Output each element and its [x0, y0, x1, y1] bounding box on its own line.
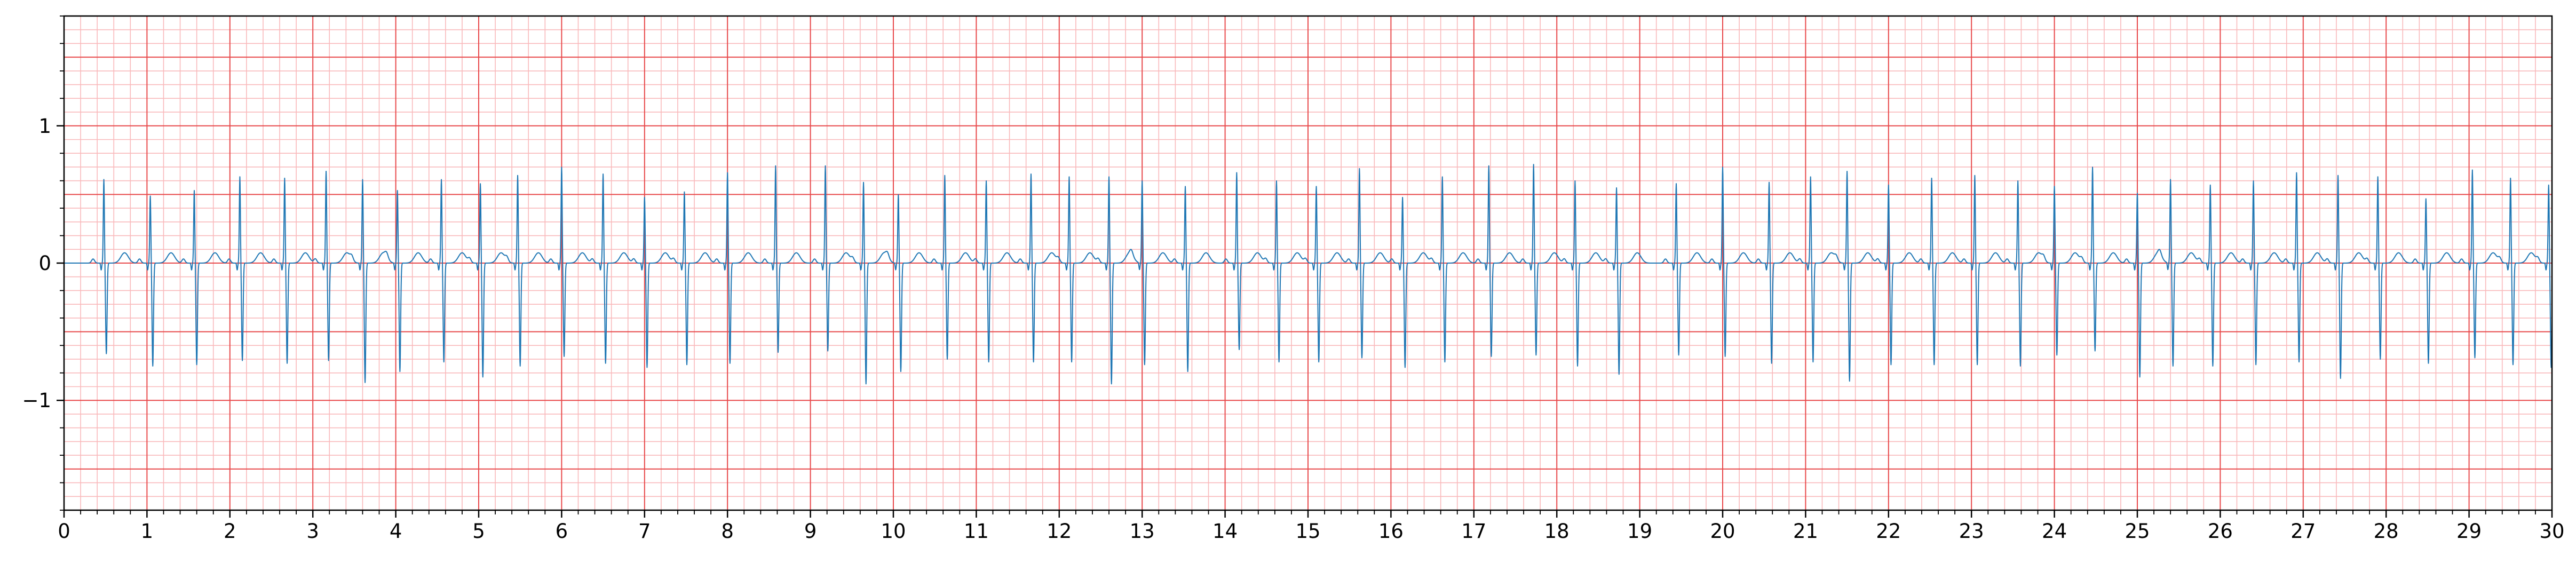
x-tick-label: 22	[1876, 520, 1901, 543]
x-tick-label: 12	[1047, 520, 1072, 543]
x-tick-label: 7	[638, 520, 651, 543]
x-tick-label: 30	[2539, 520, 2564, 543]
x-tick-label: 18	[1544, 520, 1570, 543]
y-tick-label: −1	[22, 389, 51, 412]
x-tick-label: 4	[390, 520, 402, 543]
x-tick-label: 29	[2456, 520, 2482, 543]
x-tick-label: 6	[556, 520, 568, 543]
x-tick-label: 24	[2042, 520, 2067, 543]
x-tick-label: 15	[1295, 520, 1320, 543]
x-tick-label: 8	[721, 520, 734, 543]
x-tick-label: 20	[1710, 520, 1735, 543]
y-tick-label: 0	[38, 252, 51, 275]
y-tick-label: 1	[38, 115, 51, 138]
x-tick-label: 5	[472, 520, 485, 543]
x-tick-label: 19	[1627, 520, 1652, 543]
x-axis-ticks: 0 1 2 3 4 5 6 7 8 9 10 11 12 13 14 15 16 17 18 19 20 21 22 23 24…	[58, 510, 2565, 543]
x-tick-label: 11	[964, 520, 989, 543]
x-tick-label: 27	[2290, 520, 2316, 543]
x-tick-label: 13	[1130, 520, 1155, 543]
x-tick-label: 21	[1793, 520, 1818, 543]
x-tick-label: 14	[1212, 520, 1238, 543]
ecg-series-line	[64, 164, 2553, 385]
x-tick-label: 28	[2374, 520, 2399, 543]
x-tick-label: 9	[804, 520, 817, 543]
y-axis-ticks: 1 0 −1	[22, 15, 64, 511]
x-tick-label: 17	[1461, 520, 1486, 543]
x-tick-label: 23	[1959, 520, 1984, 543]
x-tick-label: 26	[2208, 520, 2233, 543]
x-tick-label: 16	[1378, 520, 1404, 543]
x-tick-label: 0	[58, 520, 70, 543]
x-tick-label: 25	[2125, 520, 2150, 543]
x-tick-label: 10	[881, 520, 906, 543]
x-tick-label: 3	[306, 520, 319, 543]
x-tick-label: 1	[141, 520, 154, 543]
x-tick-label: 2	[224, 520, 236, 543]
